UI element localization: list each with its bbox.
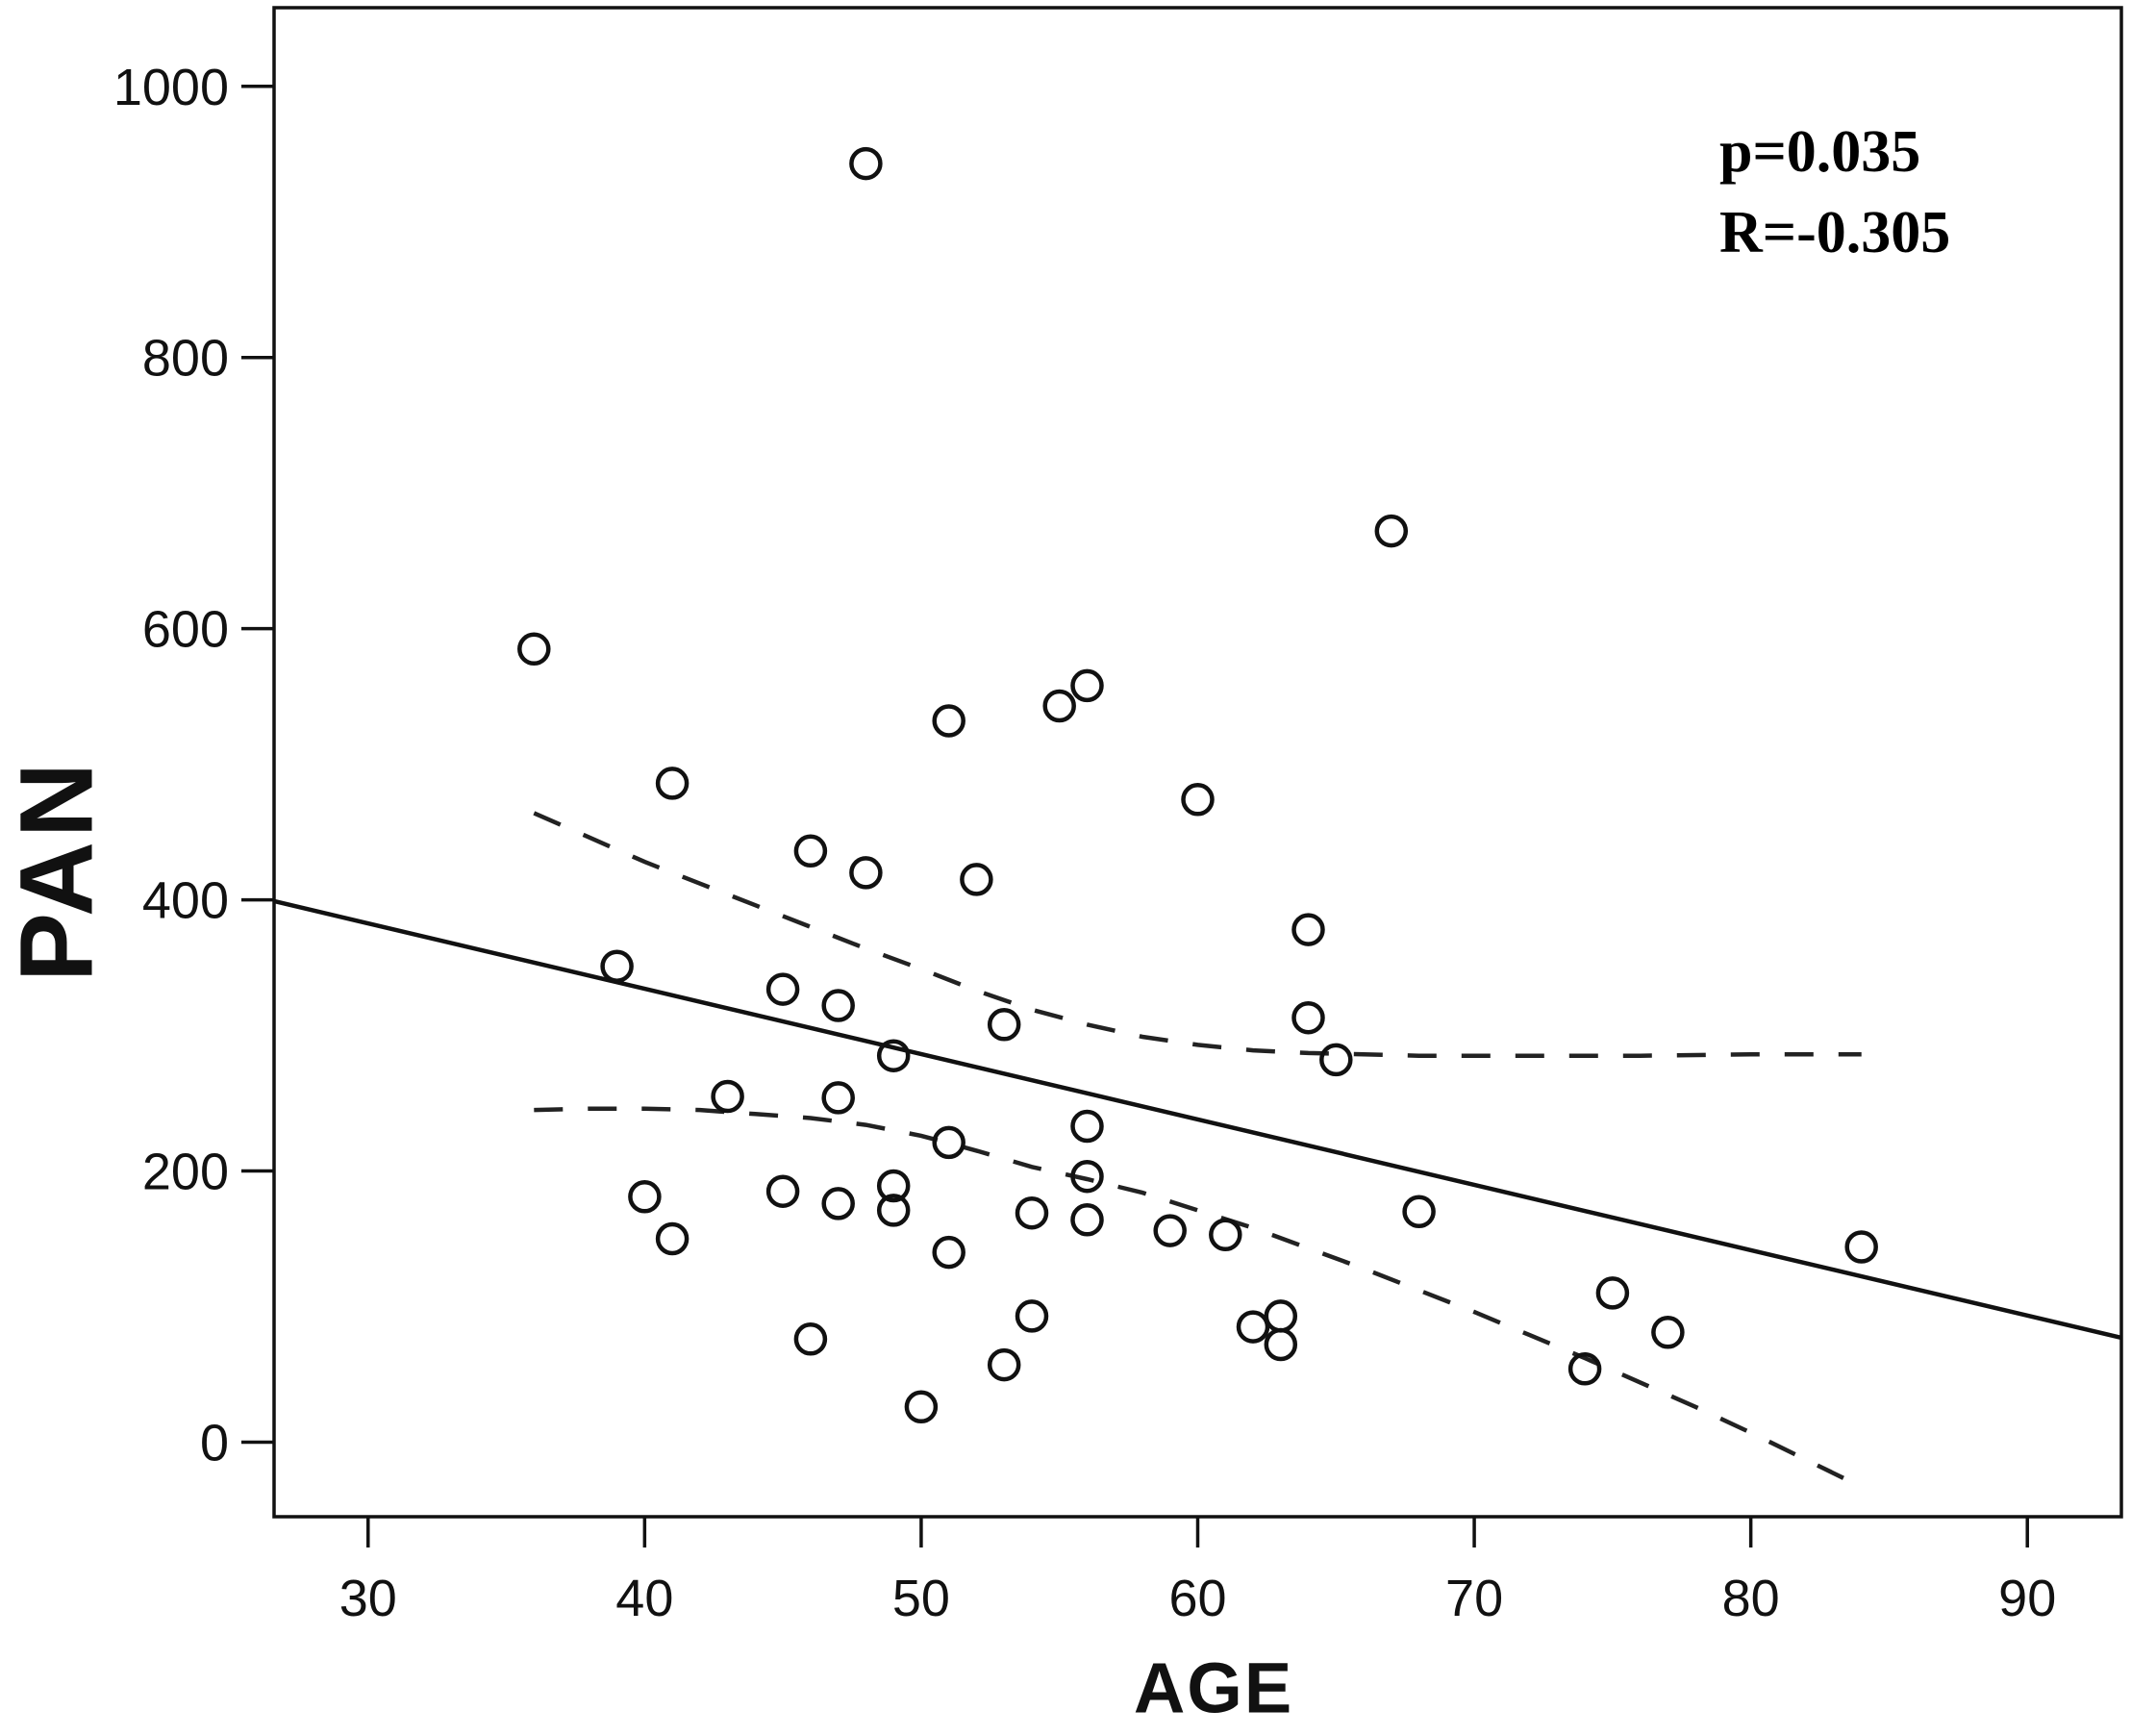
ci-lower-line (534, 1106, 1863, 1490)
data-point (600, 949, 634, 983)
data-point (793, 1322, 828, 1356)
data-point (1374, 514, 1409, 548)
data-point (1153, 1214, 1187, 1247)
data-point (1567, 1352, 1602, 1386)
data-point (1595, 1276, 1630, 1310)
data-point (1070, 1109, 1104, 1144)
x-tick-label: 50 (892, 1570, 950, 1627)
data-point (1015, 1195, 1049, 1230)
x-tick-label: 40 (615, 1570, 673, 1627)
data-point (1291, 913, 1325, 946)
stats-annotation: p=0.035 R=-0.305 (1719, 112, 1950, 273)
y-tick-label: 400 (142, 872, 229, 930)
y-tick-label: 200 (142, 1144, 229, 1201)
data-point (793, 834, 828, 868)
data-point (849, 856, 883, 890)
data-point (932, 1235, 965, 1270)
data-point (1042, 689, 1076, 723)
data-point (765, 972, 800, 1006)
data-point (1236, 1310, 1270, 1344)
data-point (1402, 1195, 1436, 1229)
data-point (1291, 1000, 1325, 1035)
x-tick-label: 80 (1722, 1570, 1780, 1627)
p-value-annotation: p=0.035 (1719, 119, 1921, 185)
ci-upper-line (533, 811, 1862, 1058)
data-point (821, 989, 855, 1022)
data-point (849, 146, 883, 181)
data-point (876, 1169, 911, 1203)
data-point (904, 1390, 939, 1424)
y-tick-label: 1000 (113, 59, 229, 116)
data-point (821, 1081, 855, 1115)
data-point (1264, 1327, 1298, 1362)
data-point (932, 1125, 965, 1160)
y-tick-label: 800 (142, 330, 229, 388)
data-point (876, 1194, 911, 1227)
y-axis-title: PAN (0, 758, 114, 983)
data-point (655, 767, 689, 800)
y-tick-label: 600 (142, 601, 229, 659)
data-point (1015, 1299, 1049, 1333)
data-point (628, 1180, 662, 1214)
x-tick-label: 70 (1445, 1570, 1503, 1627)
data-point (1319, 1043, 1353, 1077)
x-tick-label: 60 (1168, 1570, 1226, 1627)
data-point (1070, 1203, 1104, 1237)
x-tick-label: 30 (339, 1570, 397, 1627)
data-point (1070, 668, 1104, 703)
data-point (987, 1008, 1021, 1042)
x-tick-label: 90 (1998, 1570, 2056, 1627)
data-point (1651, 1316, 1685, 1349)
data-point (1264, 1299, 1298, 1333)
data-point (960, 863, 993, 896)
x-axis-title: AGE (1133, 1648, 1294, 1728)
y-tick-label: 0 (200, 1414, 229, 1472)
data-point (932, 704, 965, 738)
data-point (765, 1174, 800, 1208)
data-point (987, 1347, 1021, 1382)
r-value-annotation: R=-0.305 (1719, 200, 1951, 265)
data-point (1844, 1230, 1878, 1264)
data-point (876, 1039, 911, 1072)
data-point (517, 632, 551, 667)
data-point (821, 1187, 855, 1220)
data-point (1181, 783, 1215, 817)
data-point (1209, 1218, 1242, 1252)
data-point (655, 1221, 689, 1256)
data-point (1070, 1159, 1104, 1194)
regression-line (273, 898, 2122, 1341)
data-point (711, 1079, 744, 1114)
